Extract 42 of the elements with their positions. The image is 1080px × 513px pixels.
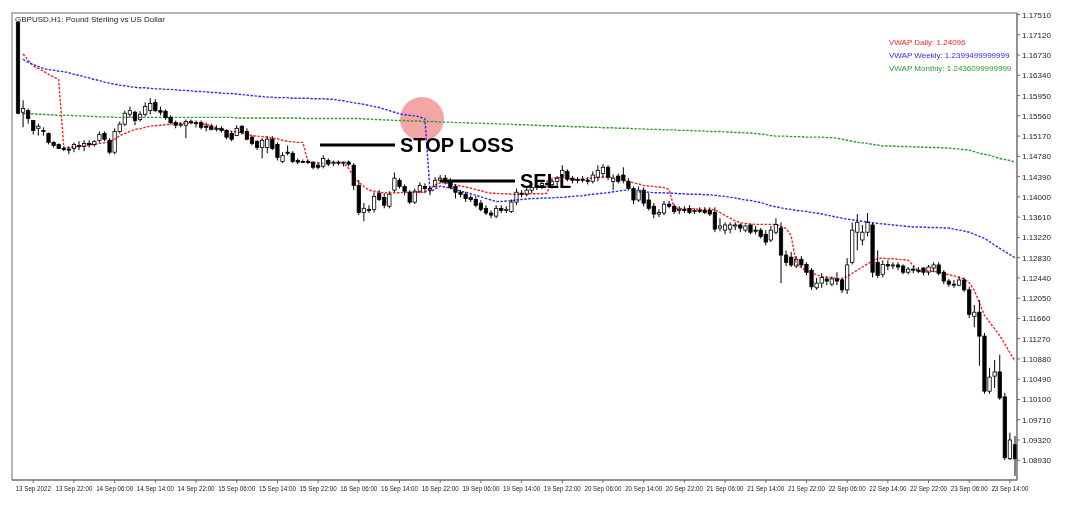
candlestick <box>722 221 728 235</box>
y-tick-label: 1.11660 <box>1022 313 1051 323</box>
text: VWAP Weekly: 1.2399499999999 <box>889 50 1010 60</box>
candlestick <box>656 208 662 218</box>
y-tick-label: 1.12830 <box>1022 253 1052 263</box>
candlestick <box>600 163 606 179</box>
candlestick <box>422 182 428 194</box>
chart-title: GBPUSD,H1: Pound Sterling vs US Dollar <box>15 14 166 24</box>
y-tick-label: 1.17510 <box>1022 10 1052 20</box>
y-tick-label: 1.16730 <box>1022 50 1052 60</box>
y-tick-label: 1.12050 <box>1022 293 1052 303</box>
y-tick-label: 1.17120 <box>1022 30 1052 40</box>
candlestick <box>488 209 494 219</box>
y-tick-label: 1.15950 <box>1022 91 1052 101</box>
text: VWAP Monthly: 1.2436099999999 <box>889 63 1012 73</box>
y-tick-label: 1.16340 <box>1022 70 1052 80</box>
y-tick-label: 1.12440 <box>1022 273 1052 283</box>
y-tick-label: 1.10490 <box>1022 374 1052 384</box>
candlestick <box>661 200 667 216</box>
candlestick <box>371 191 377 213</box>
candlestick <box>188 118 194 125</box>
candlestick <box>71 141 77 153</box>
y-tick-label: 1.09710 <box>1022 415 1052 425</box>
y-tick-label: 1.10100 <box>1022 394 1052 404</box>
candlestick <box>305 158 311 165</box>
candlestick <box>895 261 901 271</box>
candlestick <box>193 120 199 128</box>
annotation: STOP LOSS <box>400 134 514 156</box>
y-tick-label: 1.10880 <box>1022 354 1052 364</box>
y-tick-label: 1.09320 <box>1022 435 1052 445</box>
candlestick <box>76 140 82 151</box>
y-tick-label: 1.14390 <box>1022 172 1052 182</box>
y-tick-label: 1.13610 <box>1022 212 1052 222</box>
y-tick-label: 1.14780 <box>1022 151 1052 161</box>
y-tick-label: 1.13220 <box>1022 232 1052 242</box>
y-tick-label: 1.15170 <box>1022 131 1052 141</box>
y-tick-label: 1.14000 <box>1022 192 1052 202</box>
y-tick-label: 1.08930 <box>1022 455 1052 465</box>
text: VWAP Daily: 1.24096 <box>889 37 967 47</box>
y-tick-label: 1.15560 <box>1022 111 1052 121</box>
candlestick <box>951 279 957 289</box>
y-tick-label: 1.11270 <box>1022 334 1051 344</box>
